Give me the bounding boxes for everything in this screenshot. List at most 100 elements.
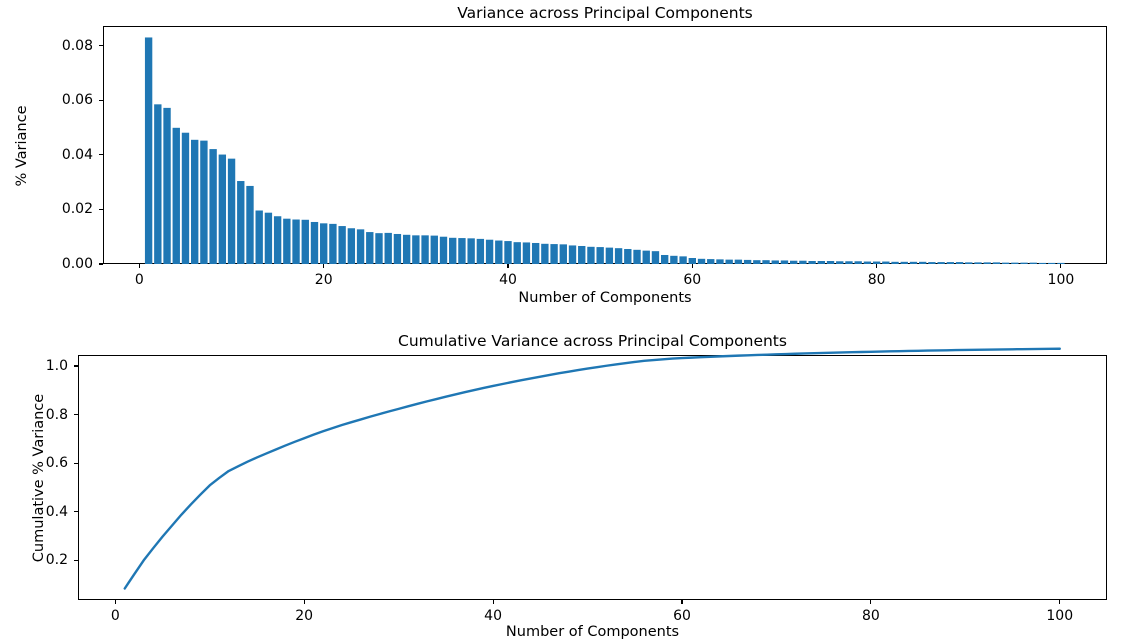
bar (826, 261, 835, 264)
y-tick-mark (74, 511, 78, 513)
x-tick-label: 60 (673, 608, 691, 624)
y-tick-mark (99, 45, 103, 47)
bar (449, 237, 457, 264)
bar (1048, 262, 1056, 264)
bar (670, 255, 678, 264)
bar (743, 259, 752, 264)
bar (891, 261, 899, 264)
cumulative-variance-panel: Cumulative Variance across Principal Com… (0, 320, 1144, 640)
bar (836, 261, 844, 264)
y-tick-label: 0.8 (45, 406, 68, 423)
y-tick-mark (74, 365, 78, 367)
bar (688, 258, 696, 264)
bar (393, 233, 402, 264)
bar (476, 238, 485, 264)
bar (633, 249, 641, 264)
bar (273, 216, 282, 264)
x-tick-mark (870, 600, 872, 604)
bar (642, 250, 650, 264)
bar (660, 254, 669, 264)
y-tick-label: 0.04 (61, 146, 93, 163)
x-tick-label: 20 (314, 272, 333, 288)
x-tick-mark (303, 600, 305, 604)
bar (1038, 262, 1047, 264)
x-tick-label: 40 (484, 608, 503, 624)
bar (172, 127, 180, 264)
y-tick-mark (99, 208, 103, 210)
bar (237, 181, 245, 264)
bar (255, 210, 263, 264)
bar (624, 248, 632, 264)
x-tick-label: 100 (1046, 608, 1074, 624)
bar (163, 107, 171, 264)
bar (310, 221, 319, 264)
x-tick-label: 80 (861, 608, 880, 624)
variance-bar-panel: Variance across Principal Components 0.0… (14, 4, 1107, 306)
bar (485, 239, 494, 264)
bar (513, 242, 521, 264)
bar (421, 235, 429, 264)
bar (356, 229, 365, 264)
bar (919, 261, 927, 264)
y-tick-label: 0.08 (61, 37, 93, 54)
bar (734, 259, 743, 264)
bar (439, 236, 448, 264)
bar (983, 262, 991, 264)
bar-axis-ticks: 0.00 0.02 0.04 0.06 0.08 0 20 40 60 80 100 (61, 37, 1074, 288)
y-tick-label: 0.02 (61, 201, 93, 218)
bar (578, 245, 586, 264)
x-tick-mark (138, 264, 140, 268)
bar (504, 241, 512, 264)
bar (605, 247, 614, 264)
bar (808, 261, 816, 264)
bar (679, 256, 687, 264)
bar-x-axis-label: Number of Components (518, 290, 692, 306)
x-tick-mark (492, 600, 494, 604)
bar (458, 238, 466, 264)
bar (402, 234, 411, 264)
cumulative-variance-line (123, 347, 1061, 590)
bar (1011, 262, 1019, 264)
x-tick-mark (876, 264, 878, 268)
bar (799, 260, 807, 264)
x-tick-mark (323, 264, 325, 268)
bar (467, 238, 475, 264)
bar (1057, 262, 1065, 264)
bar (227, 158, 236, 264)
bar (384, 232, 392, 264)
bar (320, 223, 328, 264)
bar-chart-title: Variance across Principal Components (457, 4, 753, 22)
bar (531, 242, 540, 264)
bar (375, 233, 383, 264)
bar (264, 212, 273, 264)
bar (550, 244, 558, 264)
y-tick-label: 0.6 (45, 455, 68, 472)
bar (1029, 262, 1037, 264)
bar (992, 262, 1001, 264)
bar (218, 154, 227, 264)
y-tick-mark (74, 414, 78, 416)
bar (697, 258, 706, 264)
y-tick-mark (99, 154, 103, 156)
y-tick-label: 0.06 (61, 92, 93, 109)
x-tick-mark (1059, 600, 1061, 604)
bar (292, 219, 300, 264)
x-tick-label: 0 (134, 272, 144, 288)
bar (144, 37, 153, 265)
line-y-axis-label: Cumulative % Variance (31, 393, 47, 563)
x-tick-label: 20 (295, 608, 314, 624)
bar (753, 260, 761, 264)
line-chart-title: Cumulative Variance across Principal Com… (398, 332, 787, 350)
bar (200, 140, 208, 264)
bar (790, 260, 798, 264)
bar (522, 242, 531, 264)
bar-series-layer (144, 37, 1065, 265)
bar (771, 260, 779, 264)
bar (301, 219, 309, 264)
bar (329, 223, 337, 264)
bar (900, 261, 908, 264)
bar (928, 262, 936, 264)
line-series-layer (123, 347, 1061, 590)
bar (955, 262, 964, 264)
